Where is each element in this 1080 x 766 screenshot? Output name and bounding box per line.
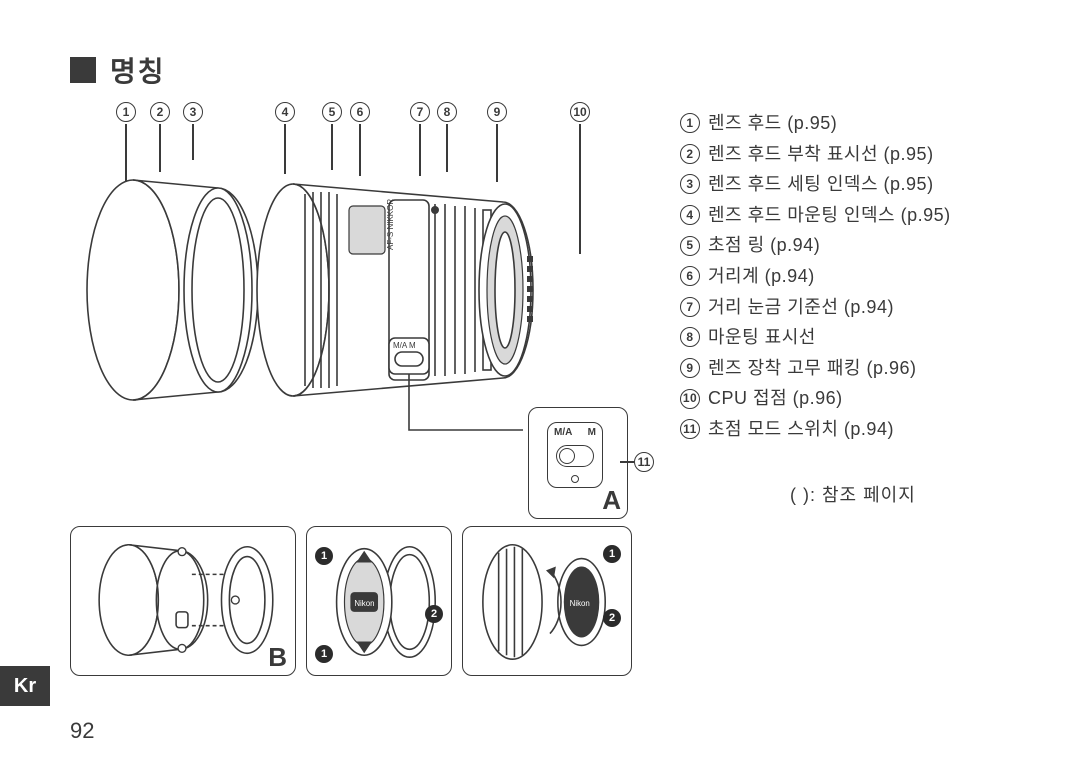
title-bullet bbox=[70, 57, 96, 83]
legend-num: 7 bbox=[680, 297, 700, 317]
title-text: 명칭 bbox=[110, 50, 166, 90]
legend-label: 렌즈 후드 세팅 인덱스 (p.95) bbox=[708, 169, 934, 200]
legend-num: 8 bbox=[680, 327, 700, 347]
legend-item: 1 렌즈 후드 (p.95) bbox=[680, 108, 1010, 139]
sub-panels: B Nikon 1 2 1 bbox=[70, 526, 650, 676]
switch-label-ma: M/A bbox=[554, 427, 572, 438]
callout-5: 5 bbox=[322, 102, 342, 122]
callout-row: 1 2 3 4 5 6 7 8 9 10 bbox=[70, 102, 630, 128]
svg-text:M/A M: M/A M bbox=[393, 341, 416, 350]
legend-item: 11 초점 모드 스위치 (p.94) bbox=[680, 414, 1010, 445]
main-lens-diagram: 1 2 3 4 5 6 7 8 9 10 bbox=[70, 102, 630, 520]
legend-num: 10 bbox=[680, 389, 700, 409]
callout-3: 3 bbox=[183, 102, 203, 122]
legend-label: 렌즈 장착 고무 패킹 (p.96) bbox=[708, 353, 917, 384]
callout-7: 7 bbox=[410, 102, 430, 122]
callout-9: 9 bbox=[487, 102, 507, 122]
legend-label: 마운팅 표시선 bbox=[708, 322, 816, 353]
legend-label: 거리계 (p.94) bbox=[708, 261, 815, 292]
callout-11: 11 bbox=[634, 452, 654, 472]
focus-mode-switch-illustration: M/A M bbox=[547, 422, 603, 488]
svg-text:Nikon: Nikon bbox=[570, 599, 590, 608]
legend-label: 거리 눈금 기준선 (p.94) bbox=[708, 292, 894, 323]
reference-note: ( ): 참조 페이지 bbox=[680, 481, 1010, 507]
legend-item: 9 렌즈 장착 고무 패킹 (p.96) bbox=[680, 353, 1010, 384]
legend-num: 6 bbox=[680, 266, 700, 286]
marker-r1: 1 bbox=[603, 545, 621, 563]
switch-label-m: M bbox=[588, 427, 596, 438]
legend-num: 11 bbox=[680, 419, 700, 439]
legend-list: 1 렌즈 후드 (p.95) 2 렌즈 후드 부착 표시선 (p.95) 3 렌즈 후… bbox=[680, 108, 1010, 445]
legend-item: 2 렌즈 후드 부착 표시선 (p.95) bbox=[680, 139, 1010, 170]
legend-num: 1 bbox=[680, 113, 700, 133]
legend-label: 렌즈 후드 (p.95) bbox=[708, 108, 837, 139]
svg-text:Nikon: Nikon bbox=[354, 599, 374, 608]
legend-num: 5 bbox=[680, 236, 700, 256]
callout-1: 1 bbox=[116, 102, 136, 122]
marker-r2: 2 bbox=[603, 609, 621, 627]
legend-label: 초점 링 (p.94) bbox=[708, 230, 820, 261]
panel-b-label: B bbox=[268, 642, 287, 673]
legend-item: 5 초점 링 (p.94) bbox=[680, 230, 1010, 261]
legend-item: 4 렌즈 후드 마운팅 인덱스 (p.95) bbox=[680, 200, 1010, 231]
callout-10: 10 bbox=[570, 102, 590, 122]
callout-4: 4 bbox=[275, 102, 295, 122]
legend-label: CPU 접점 (p.96) bbox=[708, 383, 843, 414]
legend-item: 3 렌즈 후드 세팅 인덱스 (p.95) bbox=[680, 169, 1010, 200]
lens-illustration: AF-S NIKKOR bbox=[73, 140, 603, 440]
legend-item: 8 마운팅 표시선 bbox=[680, 322, 1010, 353]
legend-label: 초점 모드 스위치 (p.94) bbox=[708, 414, 894, 445]
marker-1: 1 bbox=[315, 547, 333, 565]
legend-label: 렌즈 후드 마운팅 인덱스 (p.95) bbox=[708, 200, 951, 231]
marker-1b: 1 bbox=[315, 645, 333, 663]
legend-label: 렌즈 후드 부착 표시선 (p.95) bbox=[708, 139, 934, 170]
page-number: 92 bbox=[70, 718, 94, 744]
legend-item: 7 거리 눈금 기준선 (p.94) bbox=[680, 292, 1010, 323]
detail-a-panel: M/A M A bbox=[528, 407, 628, 519]
panel-b: B bbox=[70, 526, 296, 676]
language-tab: Kr bbox=[0, 666, 50, 706]
legend-num: 3 bbox=[680, 174, 700, 194]
legend-num: 2 bbox=[680, 144, 700, 164]
svg-text:AF-S NIKKOR: AF-S NIKKOR bbox=[386, 199, 395, 250]
legend-item: 6 거리계 (p.94) bbox=[680, 261, 1010, 292]
legend-item: 10 CPU 접점 (p.96) bbox=[680, 383, 1010, 414]
legend-num: 9 bbox=[680, 358, 700, 378]
section-title: 명칭 bbox=[70, 50, 1010, 90]
leader-line bbox=[620, 461, 634, 463]
callout-6: 6 bbox=[350, 102, 370, 122]
marker-2: 2 bbox=[425, 605, 443, 623]
legend-column: 1 렌즈 후드 (p.95) 2 렌즈 후드 부착 표시선 (p.95) 3 렌즈 후… bbox=[680, 102, 1010, 676]
panel-cap-rear: Nikon 1 2 bbox=[462, 526, 632, 676]
panel-cap-front: Nikon 1 2 1 bbox=[306, 526, 452, 676]
legend-num: 4 bbox=[680, 205, 700, 225]
diagram-column: 1 2 3 4 5 6 7 8 9 10 bbox=[70, 102, 650, 676]
callout-8: 8 bbox=[437, 102, 457, 122]
callout-2: 2 bbox=[150, 102, 170, 122]
detail-a-label: A bbox=[602, 485, 621, 516]
